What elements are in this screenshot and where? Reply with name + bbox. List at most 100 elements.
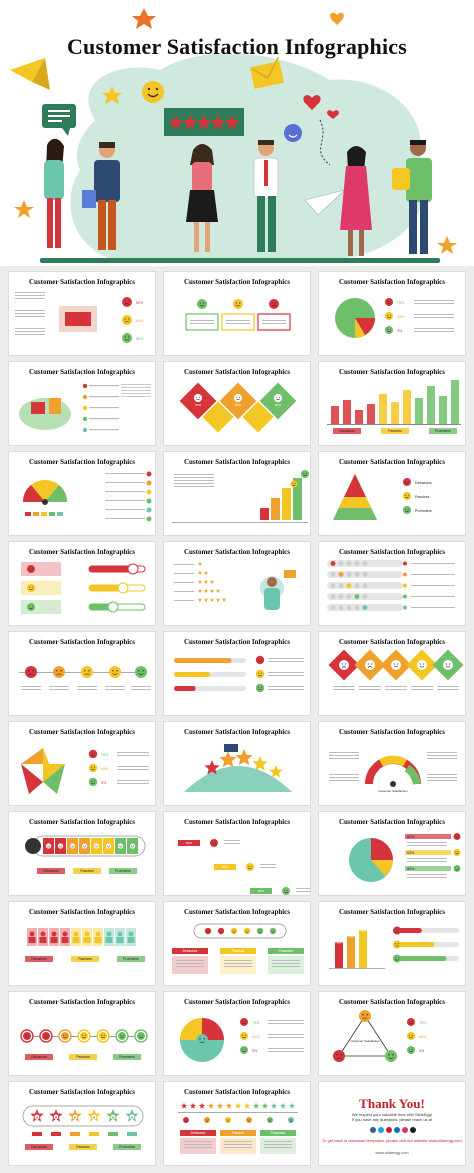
slide-thumbnail[interactable]: 75% 65% 5% Customer Satisfaction Infographi… [8,721,156,806]
slide-shape [411,585,455,586]
person-6 [392,140,432,254]
slide-thumbnail[interactable]: 75% 65% 5% Customer Satisfaction Infographi… [163,991,311,1076]
slide-thumbnail[interactable]: Customer Satisfaction Infographics [8,631,156,716]
slide-shape [124,318,126,320]
slide-shape [61,845,62,846]
slide-shape [453,849,461,856]
slide-thumbnail[interactable]: Customer Satisfaction Infographics [318,631,466,716]
slide-shape [362,572,368,577]
slide-shape [402,1127,408,1133]
slide-shape [89,429,119,431]
slide-shape [113,1144,141,1150]
slide-label: 65% [101,767,109,771]
slide-shape [390,781,396,787]
slide-thumbnail[interactable]: Customer Satisfaction Infographics [318,901,466,986]
slide-shape [71,845,72,846]
slide-shape [247,1119,249,1120]
slide-shape [387,302,391,305]
slide-shape [131,686,151,687]
slide-title: Customer Satisfaction Infographics [338,278,446,286]
slide-thumbnail[interactable]: 50% 60% 60% Customer Satisfaction Infograph… [8,271,156,356]
slide-shape [44,1034,46,1036]
slide-shape [205,1120,209,1122]
slide-shape [267,1117,273,1123]
slide-graphic: Detractors Passives Promoters [25,928,145,962]
slide-thumbnail[interactable]: Detractors Passives Promoters Customer Sati… [8,901,156,986]
slide-shape [339,497,371,508]
slide-shape [409,1034,411,1036]
slide-shape [244,1102,250,1109]
slide-shape [341,666,347,668]
slide-thumbnail[interactable]: Customer Satisfaction Customer Satisfacti… [318,721,466,806]
slide-shape [343,400,351,424]
slide-shape [345,663,347,665]
slide-shape [219,929,221,931]
slide-shape [407,877,447,878]
slide-shape [276,398,280,400]
slide-shape [212,841,214,843]
slide-shape [117,956,145,962]
slide-title: Customer Satisfaction Infographics [338,728,446,736]
slide-shape [129,843,136,849]
slide-title: Customer Satisfaction Infographics [183,458,291,466]
slide-graphic: Detractors Passives Promoters [22,1105,144,1150]
slide-shape [427,755,457,756]
slide-thumbnail[interactable]: Detractors Passives Promoters Customer Sati… [318,361,466,446]
slide-thumbnail[interactable]: Customer Satisfaction Infographics [163,541,311,626]
slide-shape [403,572,407,577]
slide-shape [286,889,288,891]
slide-thumbnail[interactable]: Detractors Passives Promoters Customer Sati… [8,991,156,1076]
slide-shape [107,845,108,846]
slide-shape [132,1116,134,1117]
slide-title: Customer Satisfaction Infographics [338,998,446,1006]
slide-thumbnail[interactable]: 75% 65% 5% Customer Satisfaction Infographi… [318,271,466,356]
slide-shape [49,398,61,414]
slide-thumbnail[interactable]: Customer Satisfaction Infographics [163,271,311,356]
thank-you-slide[interactable]: Thank You! We respect your valuable time… [318,1081,466,1166]
slide-shape [105,843,112,849]
slide-shape [71,956,99,962]
slide-thumbnail[interactable]: Detractors Passives Promoters Customer Sati… [318,451,466,536]
slide-shape [22,485,45,502]
website-link[interactable]: www.slideegg.com [375,1150,409,1155]
slide-shape [419,666,425,668]
slide-graphic [22,471,152,522]
slide-thumbnail[interactable]: Customer Satisfaction 75% 65% 5% Customer Sa… [318,991,466,1076]
slide-shape [92,1116,94,1117]
slide-thumbnail[interactable]: Customer Satisfaction Infographics [8,361,156,446]
slide-shape [33,512,39,516]
slide-thumbnail[interactable]: Customer Satisfaction Infographics [8,541,156,626]
slide-shape [365,660,375,670]
slide-shape [121,845,122,846]
slide-shape [21,748,49,764]
slide-shape [330,572,336,577]
slide-shape [388,1057,394,1059]
slide-shape [242,401,274,433]
slide-thumbnail[interactable]: 50% 50% 50% Customer Satisfaction Infograph… [163,811,311,896]
slide-thumbnail[interactable]: Customer Satisfaction Infographics [163,631,311,716]
slide-shape [385,689,407,690]
slide-thumbnail[interactable]: Customer Satisfaction Infographics [8,451,156,536]
slide-shape [268,658,304,659]
slide-shape [403,478,411,486]
slide-thumbnail[interactable]: Customer Satisfaction Infographics [163,451,311,536]
slide-thumbnail[interactable]: Detractors Passives Promoters Customer Sati… [8,1081,156,1166]
slide-thumbnail[interactable]: Customer Satisfaction Infographics [163,721,311,806]
slide-thumbnail[interactable]: Detractors Passives Promoters Customer Sati… [8,811,156,896]
paper-plane-icon [304,189,346,216]
slide-shape [242,1022,246,1025]
slide-shape [93,766,95,768]
slide-shape [271,305,277,307]
slide-shape [107,601,119,613]
slide-thumbnail[interactable]: Detractors Passives Promoters Customer Sati… [163,901,311,986]
slide-shape [89,385,119,387]
slide-thumbnail[interactable]: Customer Satisfaction Infographics [318,541,466,626]
slide-shape [427,386,435,424]
slide-label: Passives [80,869,94,873]
slide-thumbnail[interactable]: 50% 50% 50% Customer Satisfaction Infograph… [163,361,311,446]
slide-shape [405,480,407,482]
slide-shape [15,316,45,317]
slide-thumbnail[interactable]: 50% 60% 80% Customer Satisfaction Infograph… [318,811,466,896]
slide-shape [27,565,35,573]
slide-thumbnail[interactable]: Detractors Passives Promoters Customer Sati… [163,1081,311,1166]
